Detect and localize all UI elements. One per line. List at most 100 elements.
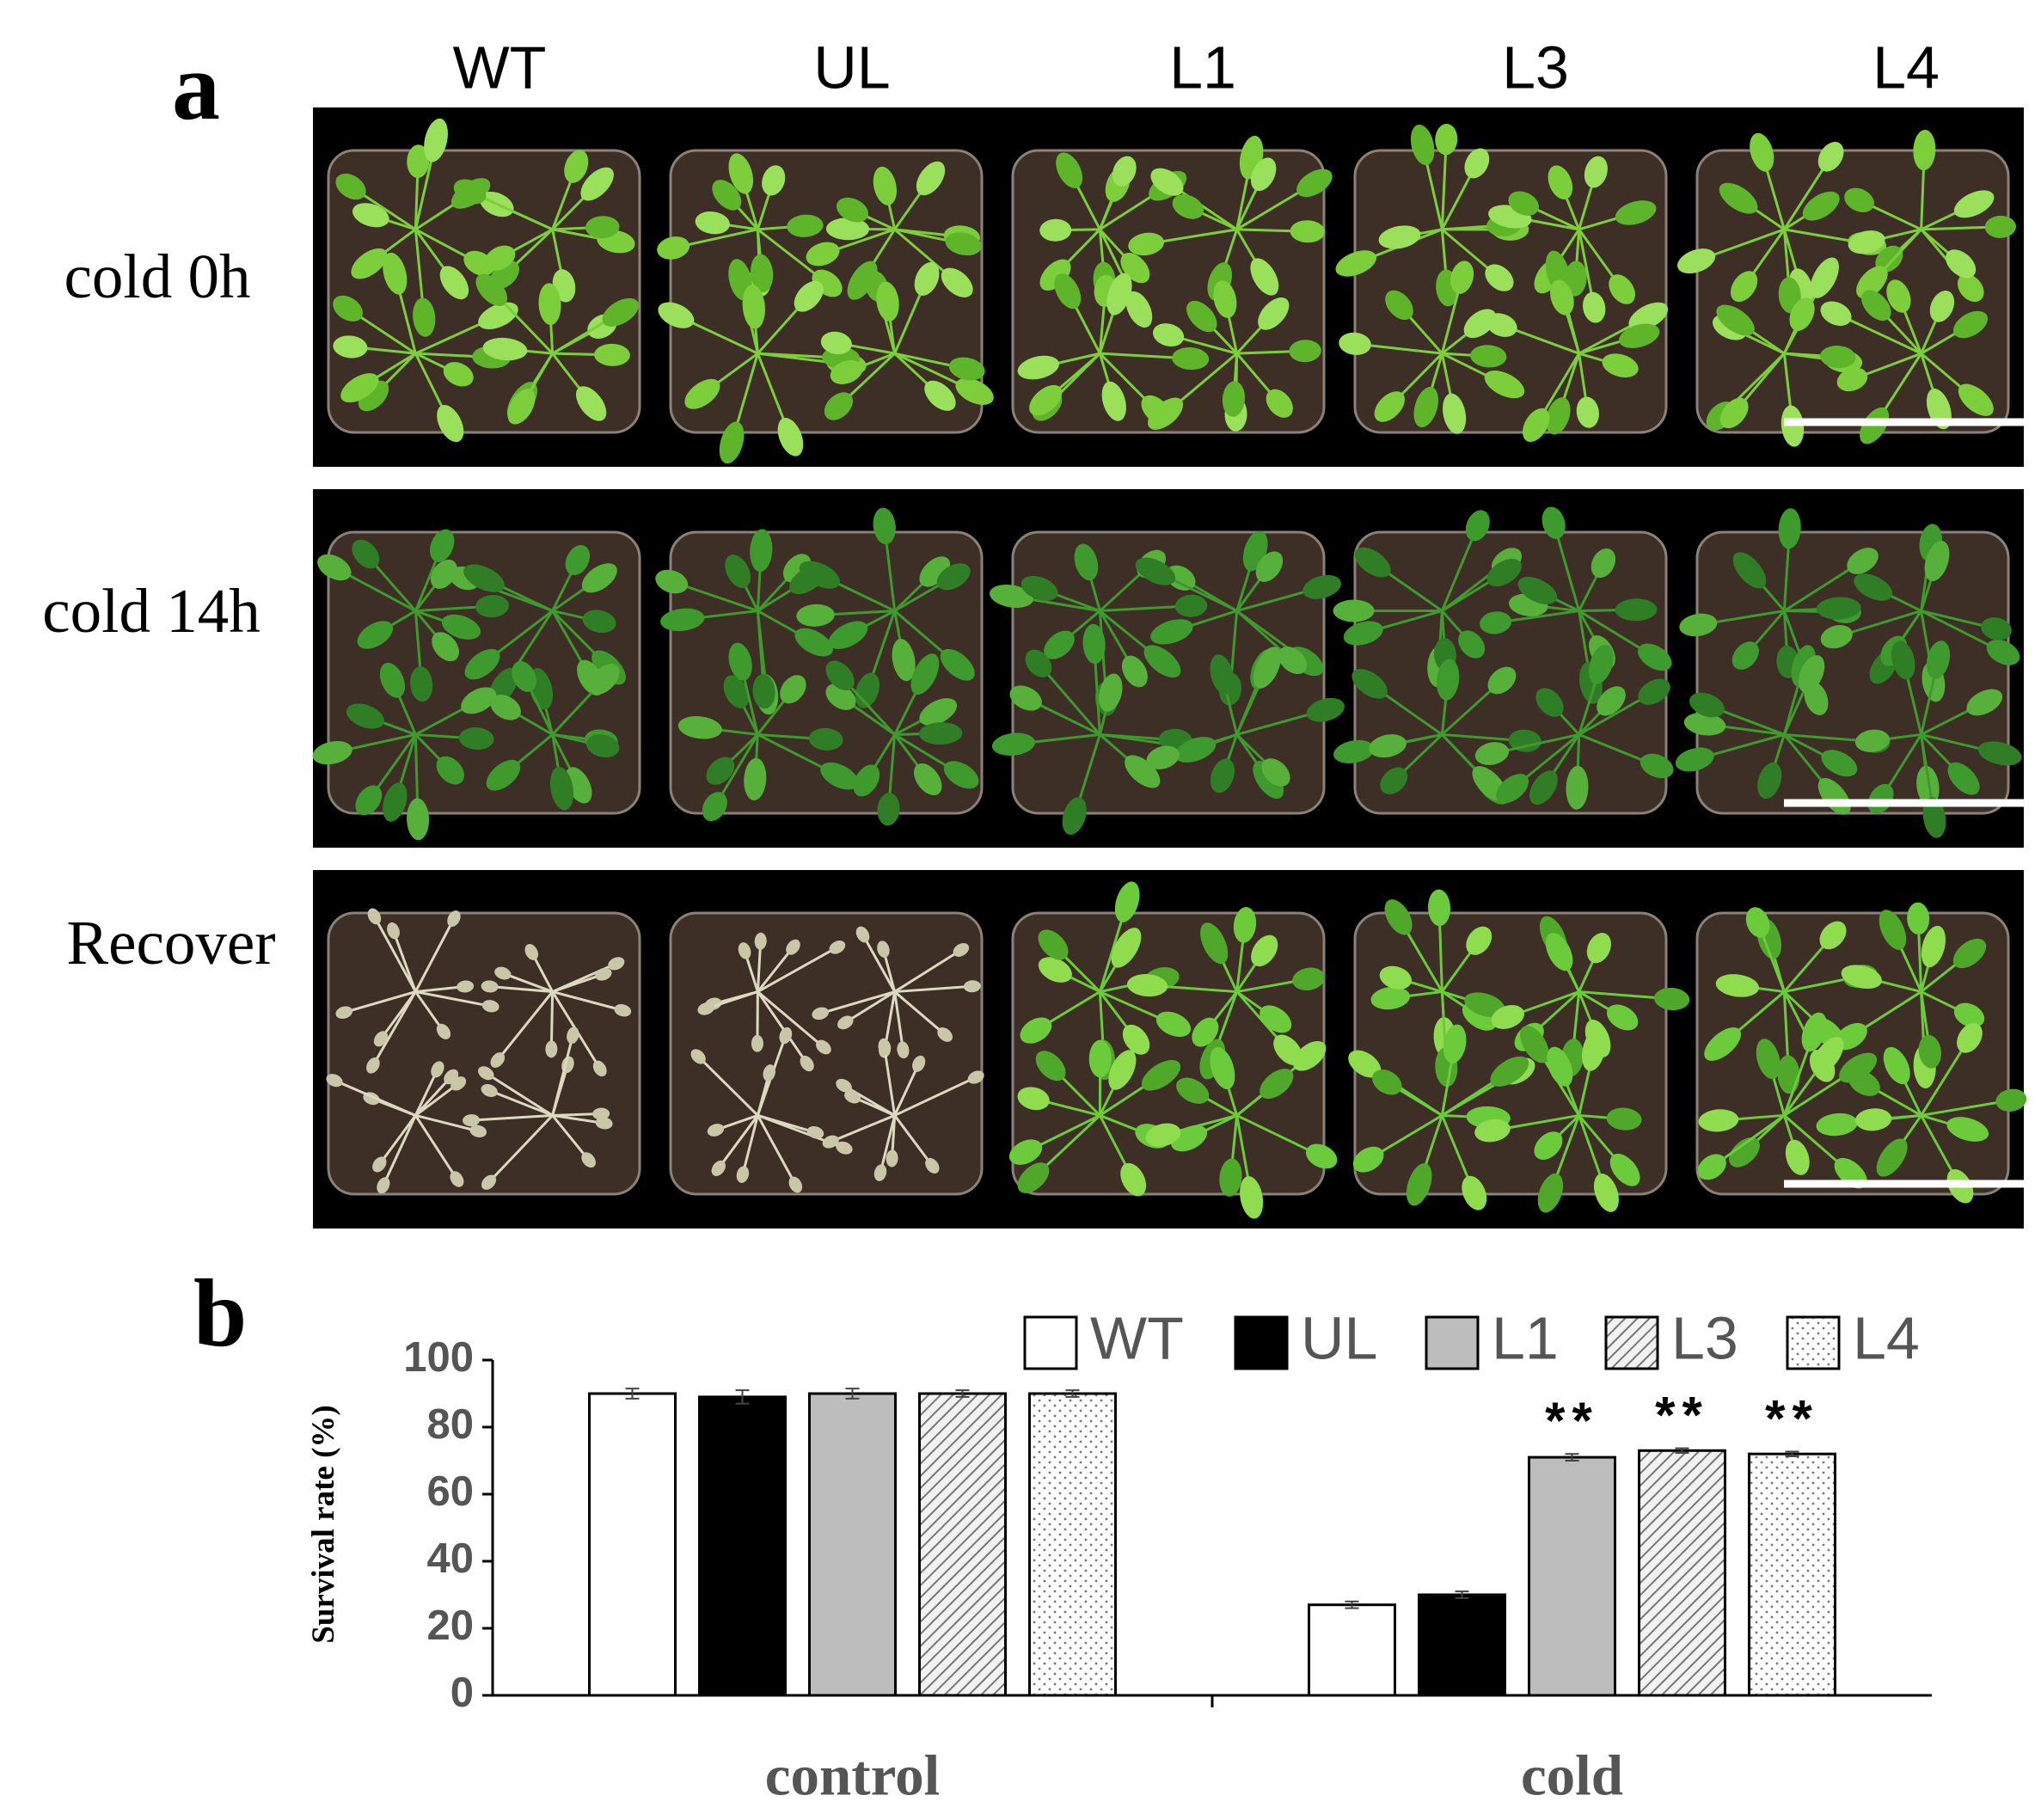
leaf: [836, 1078, 852, 1093]
leaf: [702, 792, 727, 822]
leaf: [1732, 552, 1767, 589]
leaf: [1406, 1163, 1432, 1206]
leaf: [967, 1070, 984, 1084]
leaf: [657, 236, 690, 260]
leaf-stem: [893, 1063, 920, 1117]
leaf: [326, 1074, 343, 1088]
leaf: [1586, 933, 1611, 964]
leaf: [1729, 1137, 1760, 1167]
leaf: [1719, 182, 1758, 214]
leaf-stem: [893, 990, 947, 1036]
leaf: [1810, 257, 1839, 298]
leaf: [1443, 1024, 1467, 1063]
significance-label: **: [1655, 1387, 1709, 1444]
leaf: [482, 337, 528, 361]
leaf: [955, 377, 994, 405]
leaf-stem: [757, 1114, 816, 1134]
leaf: [1615, 598, 1658, 622]
leaf: [853, 764, 880, 797]
leaf: [430, 559, 457, 589]
column-label: WT: [453, 34, 547, 101]
leaf: [1413, 386, 1438, 428]
leaf: [463, 1114, 481, 1127]
leaf-stem: [757, 946, 838, 993]
legend-swatch: [1023, 1315, 1078, 1370]
leaf: [481, 980, 499, 993]
leaf: [912, 1055, 926, 1072]
leaf: [1470, 345, 1507, 368]
leaf: [1385, 290, 1413, 321]
leaf: [763, 1064, 775, 1082]
leaf: [728, 642, 752, 681]
leaf: [1290, 220, 1326, 243]
leaf: [812, 1007, 829, 1020]
legend-label: UL: [1301, 1304, 1377, 1371]
leaf-stem: [552, 972, 604, 993]
leaf: [1463, 309, 1497, 339]
row-label: Recover: [66, 908, 275, 977]
leaf-stem: [378, 1114, 417, 1166]
leaf: [490, 695, 521, 720]
leaf: [1466, 926, 1492, 955]
leaf-stem: [883, 1046, 897, 1116]
leaf: [1820, 625, 1853, 649]
leaf-stem: [893, 1114, 934, 1167]
leaf: [1820, 346, 1856, 369]
leaf: [430, 529, 455, 562]
leaf: [1435, 123, 1458, 156]
y-tick-label: 40: [426, 1535, 474, 1582]
leaf: [351, 248, 388, 279]
leaf: [582, 610, 616, 634]
leaf: [1861, 290, 1891, 322]
y-tick-label: 100: [403, 1334, 474, 1381]
leaf: [366, 1057, 380, 1074]
leaf: [1370, 986, 1410, 1010]
leaf: [1817, 142, 1844, 172]
leaf: [829, 940, 846, 954]
leaf: [1278, 646, 1308, 674]
leaf: [407, 798, 430, 841]
leaf-stem: [382, 1114, 417, 1186]
leaf: [1879, 910, 1907, 950]
leaf: [1255, 551, 1284, 582]
bar: [1528, 1455, 1616, 1697]
legend-label: WT: [1090, 1304, 1184, 1371]
leaf: [475, 595, 510, 618]
leaf: [1716, 304, 1755, 336]
leaf: [752, 674, 775, 709]
leaf: [1143, 645, 1181, 678]
leaf: [1496, 774, 1529, 804]
leaf: [750, 254, 774, 293]
leaf: [1597, 686, 1626, 716]
leaf: [820, 762, 859, 790]
leaf: [1106, 273, 1132, 316]
leaf: [1947, 762, 1980, 795]
leaf: [877, 793, 900, 826]
leaf: [1584, 156, 1608, 188]
leaf: [1172, 346, 1210, 371]
leaf: [1486, 313, 1517, 337]
leaf: [437, 405, 464, 443]
leaf: [1464, 992, 1505, 1018]
leaf: [1619, 323, 1660, 348]
leaf-stem: [894, 1075, 977, 1117]
leaf: [1836, 367, 1868, 392]
leaf: [1854, 729, 1891, 752]
leaf: [936, 563, 971, 591]
panel-label: a: [172, 34, 220, 140]
error-bar: [1785, 1450, 1799, 1457]
bar: [1028, 1392, 1117, 1697]
leaf: [1848, 1070, 1880, 1096]
leaf-stem: [502, 971, 554, 993]
leaf-stem: [414, 1114, 458, 1180]
leaf: [1258, 297, 1290, 330]
leaf: [1372, 1069, 1402, 1095]
significance-label: **: [1545, 1392, 1599, 1449]
leaf: [410, 666, 433, 702]
leaf: [340, 373, 379, 403]
leaf-stem: [414, 1082, 459, 1117]
leaf: [1044, 630, 1075, 659]
error-bar: [1065, 1389, 1080, 1398]
leaf: [690, 1049, 706, 1064]
